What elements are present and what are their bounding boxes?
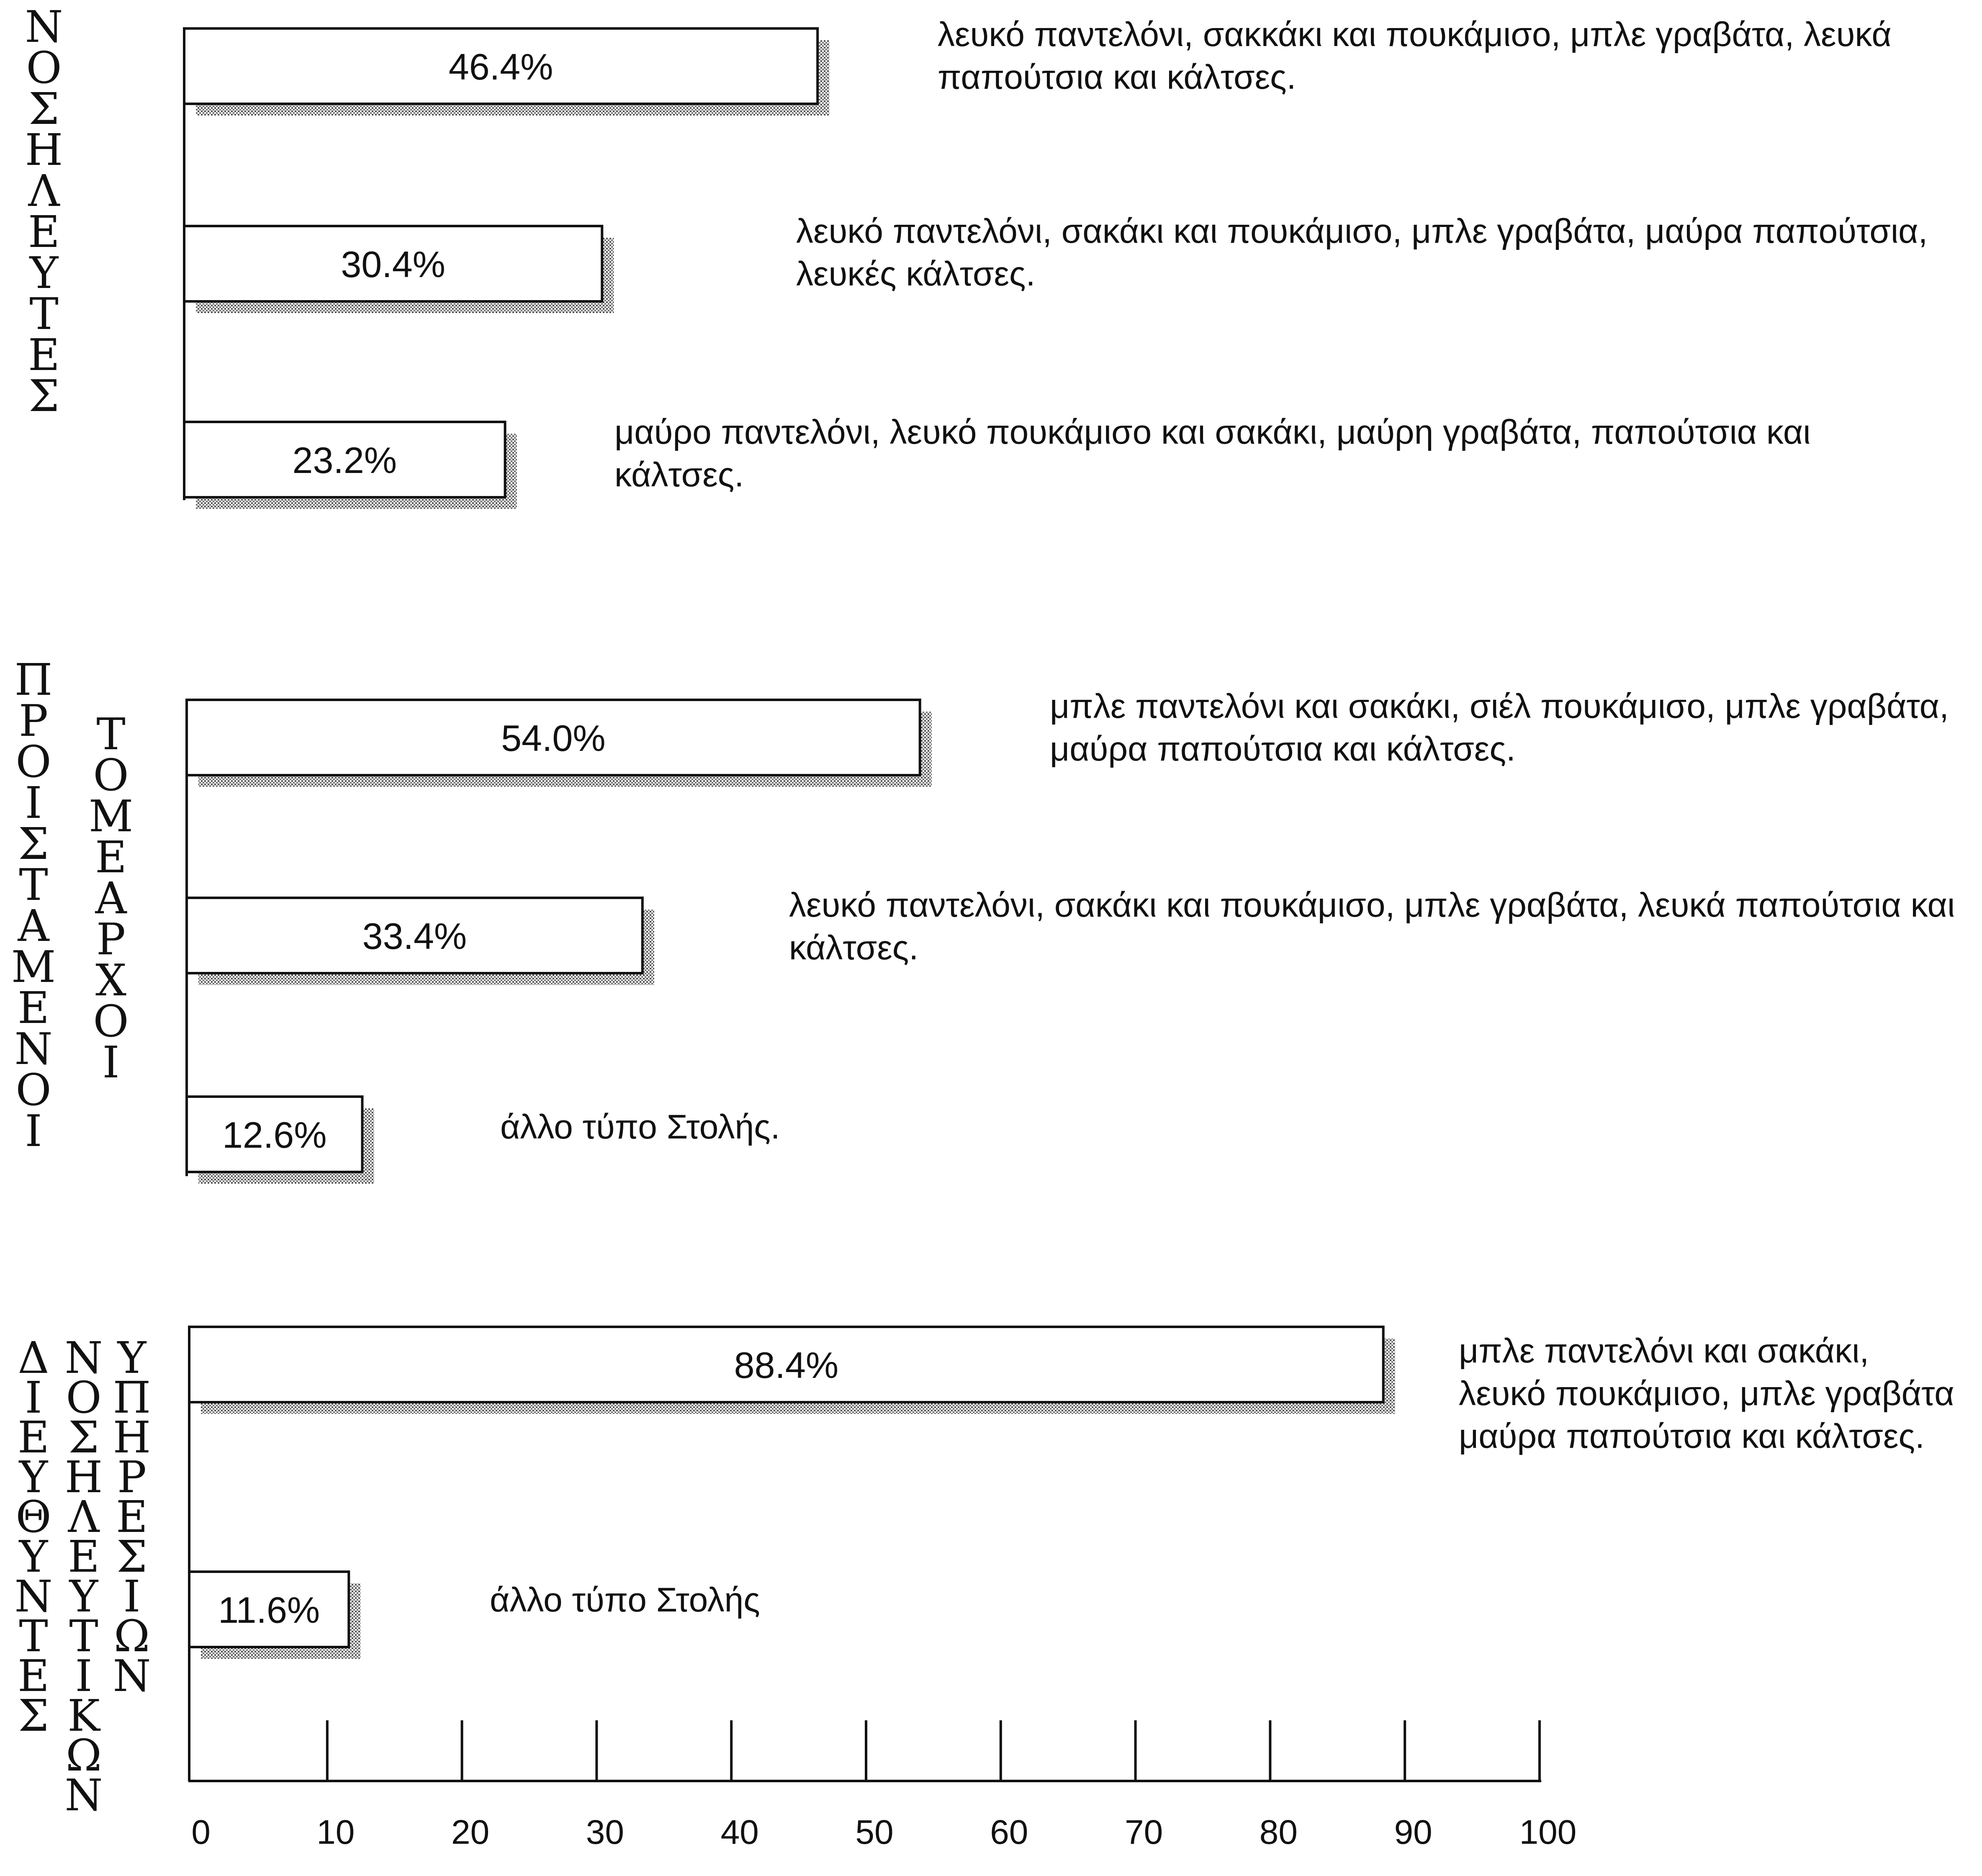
x-tick-label: 10 xyxy=(316,1813,355,1851)
bar-description: λευκές κάλτσες. xyxy=(796,255,1035,293)
bar-value-label: 54.0% xyxy=(501,717,606,759)
bar-1-2 xyxy=(185,1095,364,1173)
bar-value-label: 88.4% xyxy=(734,1344,839,1386)
bar-0-2 xyxy=(183,421,506,499)
bar-description: λευκό παντελόνι, σακάκι και πουκάμισο, μ… xyxy=(796,212,1928,250)
x-tick-label: 0 xyxy=(191,1813,211,1851)
x-tick-label: 30 xyxy=(586,1813,624,1851)
bar-description: μπλε παντελόνι και σακάκι, σιέλ πουκάμισ… xyxy=(1050,687,1949,725)
bar-description: λευκό πουκάμισο, μπλε γραβάτα xyxy=(1459,1375,1954,1413)
bar-0-0 xyxy=(183,27,819,105)
bar-description: μαύρα παπούτσια και κάλτσες. xyxy=(1459,1417,1925,1455)
x-tick-label: 60 xyxy=(990,1813,1028,1851)
bar-description: μαύρο παντελόνι, λευκό πουκάμισο και σακ… xyxy=(614,413,1810,451)
x-tick-label: 40 xyxy=(721,1813,759,1851)
bar-description: μπλε παντελόνι και σακάκι, xyxy=(1459,1332,1869,1370)
x-tick-label: 70 xyxy=(1125,1813,1163,1851)
x-tick-label: 80 xyxy=(1260,1813,1298,1851)
bar-description: κάλτσες. xyxy=(789,929,918,967)
bar-description: άλλο τύπο Στολής xyxy=(490,1581,760,1619)
bar-2-1 xyxy=(188,1570,350,1648)
x-tick-label: 100 xyxy=(1519,1813,1577,1851)
bar-value-label: 23.2% xyxy=(293,439,397,481)
bar-value-label: 11.6% xyxy=(218,1589,320,1631)
x-tick-label: 20 xyxy=(451,1813,489,1851)
bar-description: κάλτσες. xyxy=(614,456,744,494)
bar-2-0 xyxy=(188,1326,1385,1403)
x-tick-label: 50 xyxy=(855,1813,893,1851)
bar-description: λευκό παντελόνι, σακκάκι και πουκάμισο, … xyxy=(938,15,1892,54)
bar-description: παπούτσια και κάλτσες. xyxy=(938,58,1296,96)
bar-description: μαύρα παπούτσια και κάλτσες. xyxy=(1050,730,1516,768)
bar-value-label: 30.4% xyxy=(341,244,445,285)
bar-description: άλλο τύπο Στολής. xyxy=(500,1108,780,1146)
bar-value-label: 33.4% xyxy=(362,915,467,957)
bar-1-0 xyxy=(185,699,921,776)
bar-1-1 xyxy=(185,897,644,974)
bar-value-label: 46.4% xyxy=(449,46,553,87)
bar-value-label: 12.6% xyxy=(222,1114,327,1156)
x-tick-label: 90 xyxy=(1394,1813,1432,1851)
bar-description: λευκό παντελόνι, σακάκι και πουκάμισο, μ… xyxy=(789,886,1955,924)
bar-0-1 xyxy=(183,225,604,303)
